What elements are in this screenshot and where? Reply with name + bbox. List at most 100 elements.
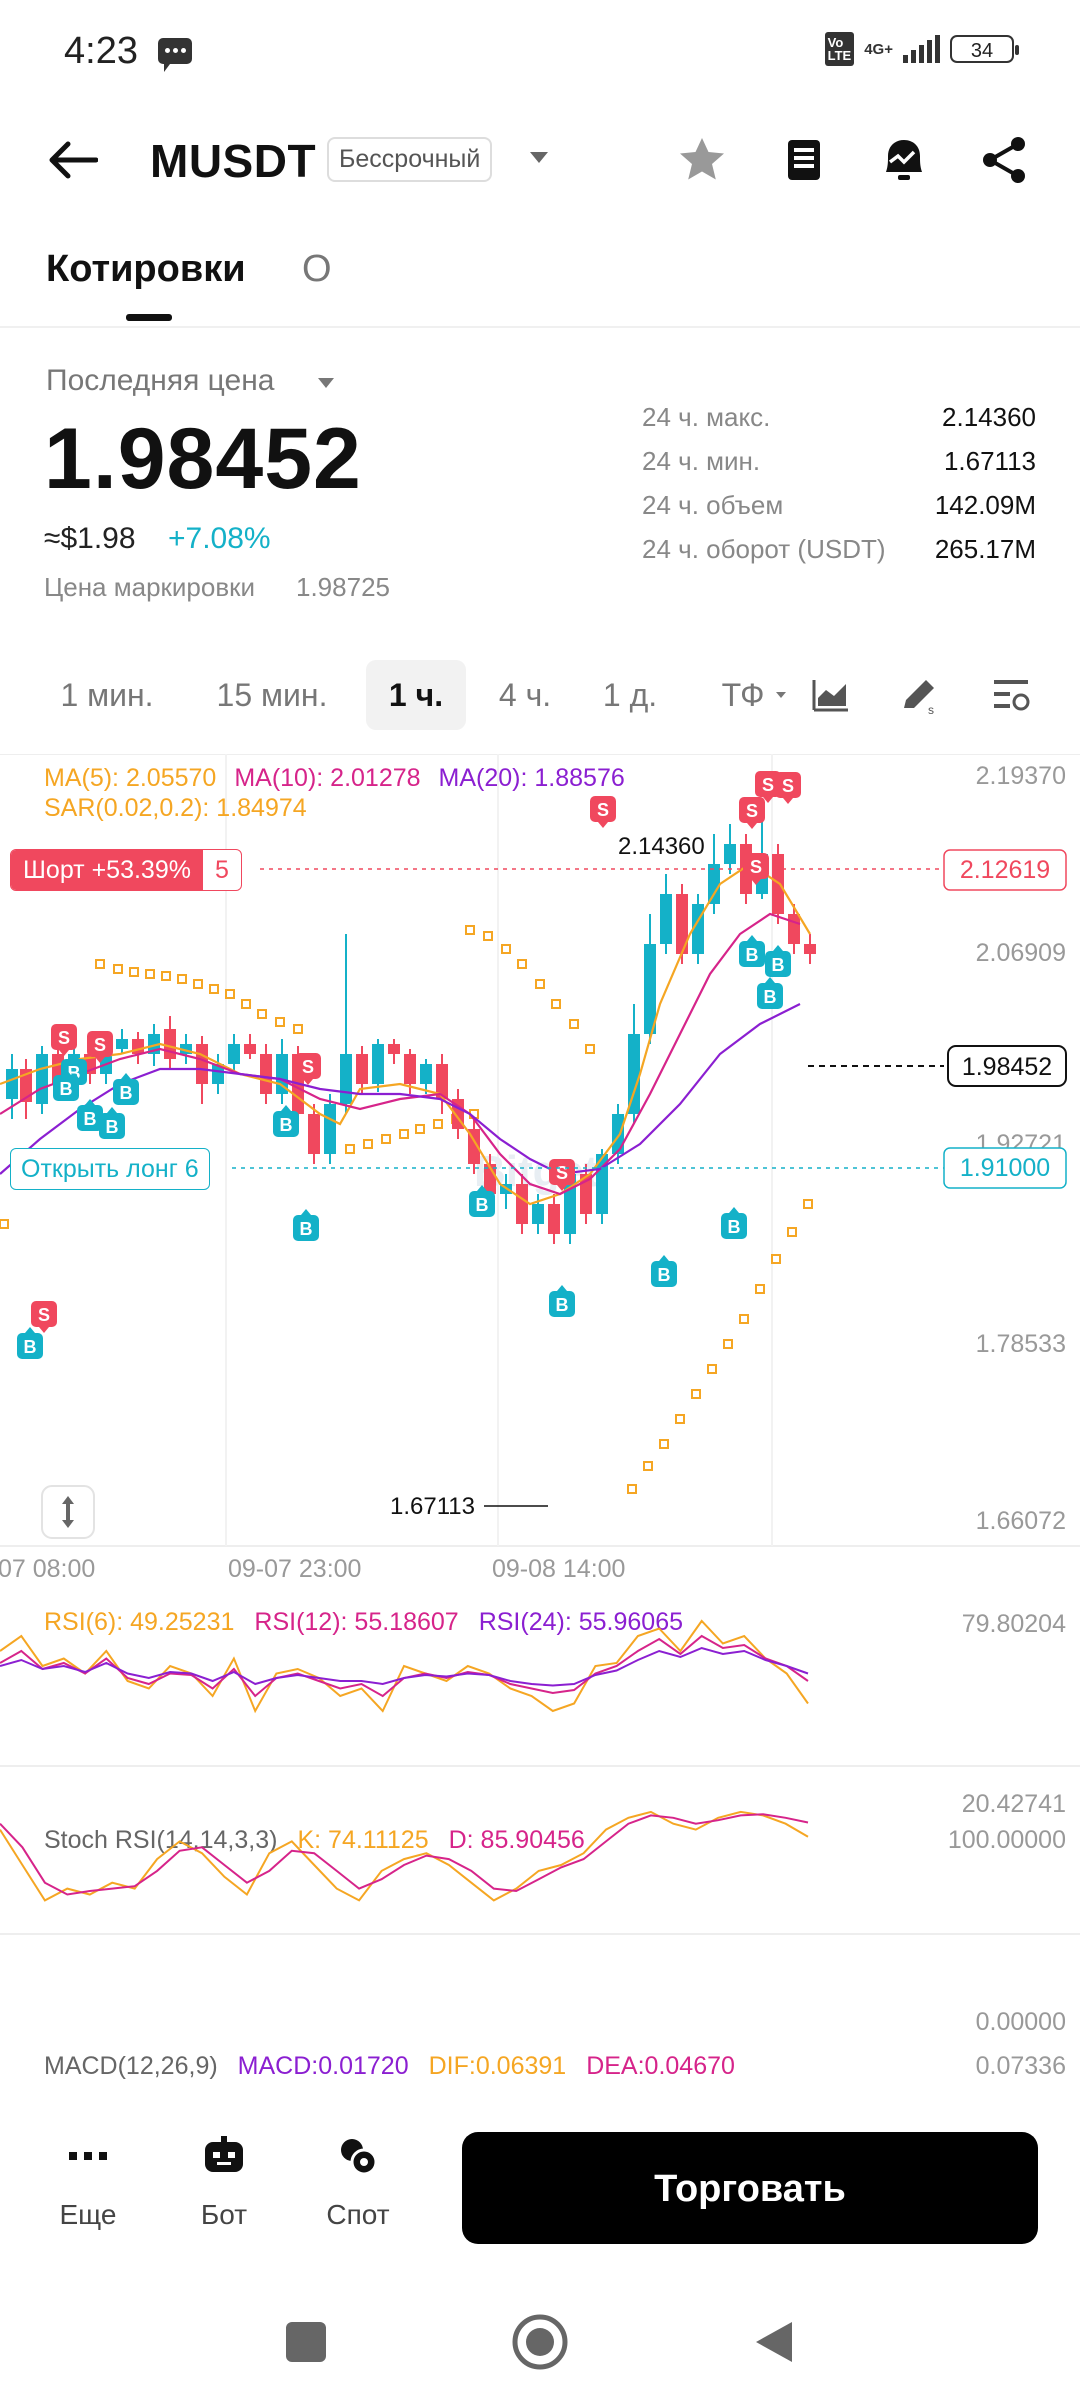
tab-quotes[interactable]: Котировки	[46, 248, 246, 290]
rsi6-label: RSI(6): 49.25231	[44, 1608, 234, 1636]
sar-dot	[517, 959, 527, 969]
volte-icon: Vo LTE	[824, 32, 855, 66]
y-axis-label: 1.78533	[976, 1330, 1066, 1358]
marker-pointer	[69, 1053, 79, 1059]
back-nav-icon[interactable]	[750, 2318, 798, 2366]
candle-body	[612, 1114, 624, 1154]
last-price: 1.98452	[44, 411, 362, 507]
network-type: 4G+	[864, 40, 893, 58]
candle-body	[804, 944, 816, 954]
marker-pointer	[747, 935, 757, 941]
candle-body	[644, 944, 656, 1034]
usd-approx: ≈$1.98	[44, 522, 136, 555]
x-axis-label: 09-08 14:00	[492, 1555, 625, 1583]
sar-dot	[275, 1017, 285, 1027]
candle-body	[356, 1054, 368, 1084]
candle-body	[132, 1039, 144, 1054]
marker-badge	[273, 1111, 299, 1137]
sar-dot	[293, 1024, 303, 1034]
macd-dif: DIF:0.06391	[429, 2052, 567, 2080]
candle-body	[244, 1044, 256, 1054]
candle-body	[676, 894, 688, 954]
sar-dot	[241, 999, 251, 1009]
chart-type-icon[interactable]	[808, 672, 854, 718]
y-axis-label: 2.06909	[976, 939, 1066, 967]
timeframe-4h[interactable]: 4 ч.	[498, 677, 552, 713]
contract-type-badge[interactable]: Бессрочный	[327, 137, 493, 182]
indicator-settings-icon[interactable]	[988, 672, 1034, 718]
candle-body	[228, 1044, 240, 1064]
timeframe-1d[interactable]: 1 д.	[602, 677, 658, 713]
sar-dot	[627, 1484, 637, 1494]
home-icon[interactable]	[510, 2312, 570, 2372]
buy-marker: B	[469, 1185, 495, 1217]
marker-badge	[757, 983, 783, 1009]
trade-button[interactable]: Торговать	[462, 2132, 1038, 2244]
more-button[interactable]: Еще	[48, 2134, 128, 2231]
candle-body	[6, 1069, 18, 1099]
marker-badge	[765, 951, 791, 977]
notebook-icon[interactable]	[776, 132, 832, 188]
long-price-label: 1.91000	[960, 1154, 1050, 1182]
short-position-tag[interactable]: Шорт +53.39% 5	[10, 849, 242, 891]
pair-title[interactable]: MUSDT	[150, 135, 317, 187]
tab-about[interactable]: О	[302, 248, 332, 290]
stoch-k-label: K: 74.11125	[297, 1826, 428, 1854]
marker-letter: S	[94, 1035, 106, 1055]
ma5-line	[0, 862, 811, 1206]
stoch-d-line	[0, 1813, 809, 1896]
candle-body	[212, 1064, 224, 1084]
timeframe-15m[interactable]: 15 мин.	[216, 677, 328, 713]
timeframe-more[interactable]: ТФ	[721, 677, 765, 713]
long-order-tag[interactable]: Открыть лонг 6	[10, 1148, 210, 1190]
marker-badge	[87, 1031, 113, 1057]
chevron-down-icon[interactable]	[776, 692, 786, 698]
marker-pointer	[85, 1099, 95, 1105]
sar-dot	[209, 984, 219, 994]
share-icon[interactable]	[976, 132, 1032, 188]
marker-pointer	[598, 822, 608, 828]
marker-badge	[775, 772, 801, 798]
candle-body	[164, 1029, 176, 1059]
main-tabs: Котировки О	[0, 230, 1080, 328]
candle-body	[308, 1114, 320, 1154]
marker-letter: S	[556, 1163, 568, 1183]
marker-badge	[77, 1105, 103, 1131]
draw-tool-icon[interactable]: s	[896, 672, 942, 718]
back-arrow-icon[interactable]	[46, 140, 98, 180]
marker-badge	[590, 796, 616, 822]
star-icon[interactable]	[674, 132, 730, 188]
marker-letter: S	[58, 1028, 70, 1048]
spot-button[interactable]: Спот	[318, 2134, 398, 2231]
sar-dot	[433, 1119, 443, 1129]
candle-body	[516, 1184, 528, 1224]
price-alert-icon[interactable]	[876, 132, 932, 188]
sar-dot	[787, 1227, 797, 1237]
timeframe-1m[interactable]: 1 мин.	[60, 677, 154, 713]
marker-pointer	[39, 1327, 49, 1333]
candle-body	[788, 914, 800, 944]
svg-text:s: s	[928, 703, 934, 717]
bot-button[interactable]: Бот	[184, 2134, 264, 2231]
last-price-label[interactable]: Последняя цена	[46, 364, 275, 397]
marker-letter: B	[60, 1079, 73, 1099]
marker-badge	[739, 797, 765, 823]
buy-marker: B	[273, 1105, 299, 1137]
buy-marker: B	[17, 1327, 43, 1359]
marker-letter: B	[24, 1337, 37, 1357]
marker-pointer	[61, 1069, 71, 1075]
ma10-label: MA(10): 2.01278	[234, 764, 420, 792]
candle-body	[772, 854, 784, 914]
chevron-down-icon[interactable]	[530, 152, 548, 163]
marker-letter: B	[476, 1195, 489, 1215]
timeframe-1h[interactable]: 1 ч.	[366, 660, 466, 730]
recent-apps-icon[interactable]	[284, 2320, 328, 2364]
chevron-down-icon[interactable]	[318, 378, 334, 388]
signal-icon	[903, 35, 940, 63]
marker-letter: S	[302, 1057, 314, 1077]
high-price-marker: 2.14360	[618, 833, 705, 860]
candle-body	[372, 1044, 384, 1084]
short-position-count: 5	[214, 856, 229, 884]
